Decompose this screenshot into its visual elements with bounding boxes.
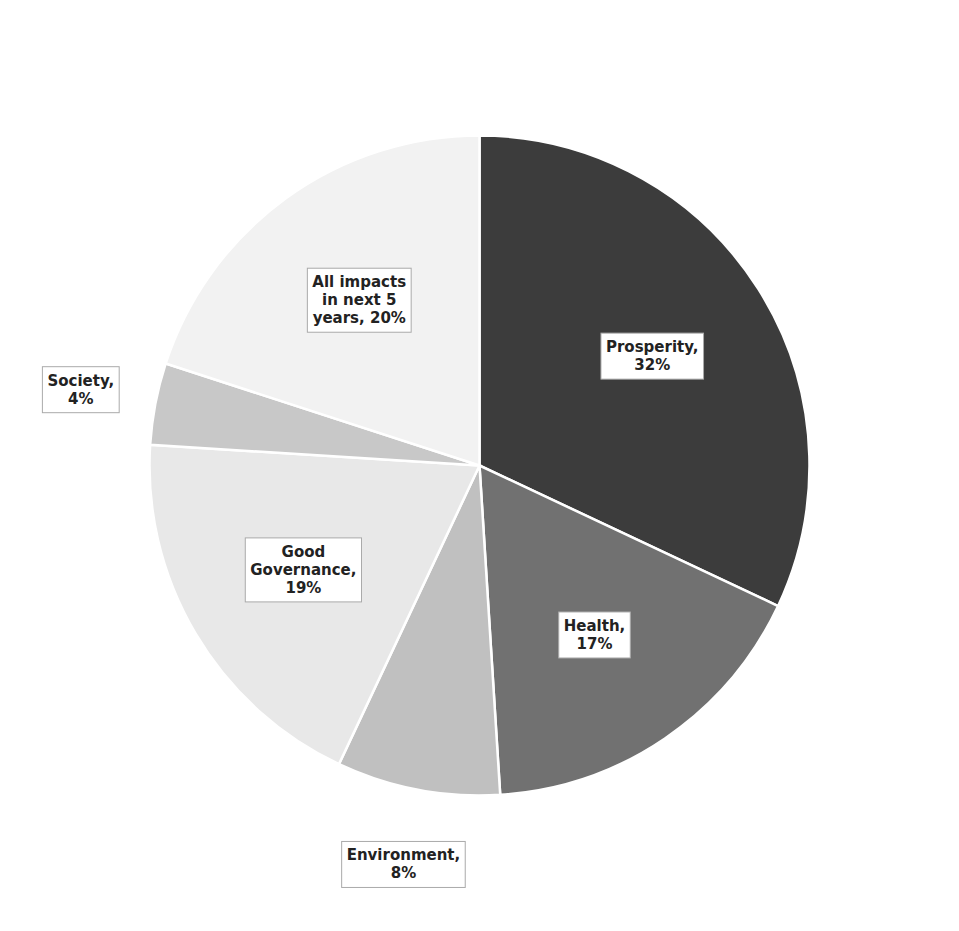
pie: Prosperity,32% Health,17% Environment,8% Go… <box>42 136 809 888</box>
labels: Prosperity,32% Health,17% Environment,8% Go… <box>42 268 703 887</box>
slice <box>480 466 779 795</box>
data-label: Prosperity,32% <box>606 338 699 374</box>
label-box <box>601 333 704 379</box>
slice <box>166 136 480 466</box>
data-label: Environment,8% <box>347 846 461 882</box>
slice-label: Prosperity,32% <box>601 333 704 379</box>
slice <box>149 445 479 764</box>
data-label: Society,4% <box>47 372 114 408</box>
chart: Prosperity,32% Health,17% Environment,8% Go… <box>0 0 959 931</box>
data-label: All impactsin next 5years, 20% <box>312 273 406 327</box>
slices <box>149 136 809 796</box>
slice-label: Society,4% <box>42 367 119 413</box>
label-box <box>307 268 411 332</box>
slice-label: Health,17% <box>559 612 631 658</box>
label-box <box>342 841 466 887</box>
slice-label: GoodGovernance,19% <box>245 538 361 602</box>
label-box <box>559 612 631 658</box>
data-label: GoodGovernance,19% <box>250 543 356 597</box>
slice-label: Environment,8% <box>342 841 466 887</box>
label-box <box>42 367 119 413</box>
label-box <box>245 538 361 602</box>
slice-label: All impactsin next 5years, 20% <box>307 268 411 332</box>
data-label: Health,17% <box>564 617 626 653</box>
